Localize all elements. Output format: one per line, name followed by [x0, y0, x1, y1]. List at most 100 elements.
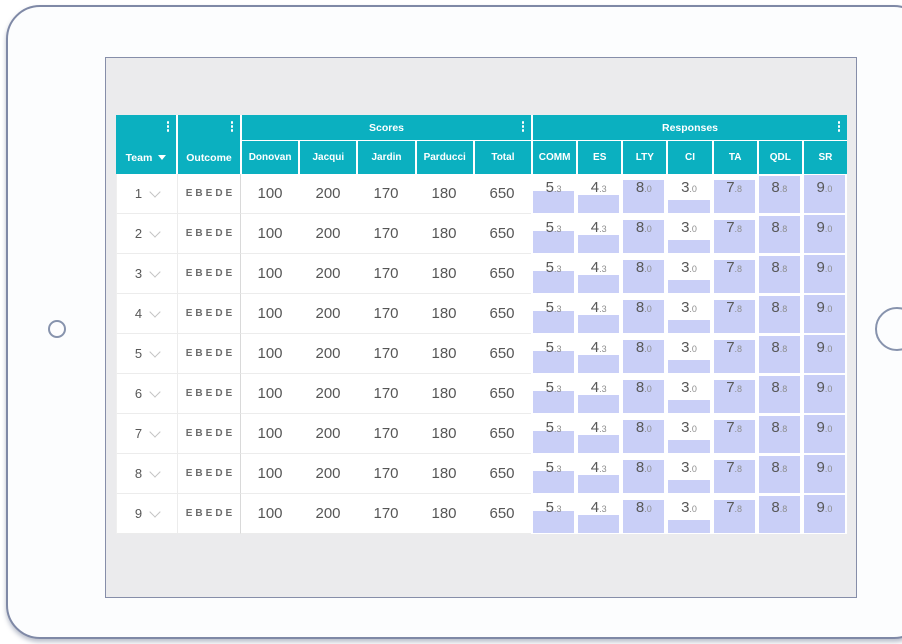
column-header-ta[interactable]: TA — [713, 141, 757, 174]
response-cell: 8.0 — [622, 254, 665, 294]
kebab-menu-icon[interactable] — [520, 119, 527, 134]
home-button[interactable] — [875, 307, 902, 351]
score-cell: 180 — [431, 225, 457, 242]
response-value: 4.3 — [590, 379, 607, 396]
responses-group-bar[interactable]: Responses — [533, 115, 847, 141]
column-header-jacqui[interactable]: Jacqui — [300, 141, 357, 174]
kebab-menu-icon[interactable] — [836, 119, 843, 134]
chevron-down-icon[interactable] — [149, 425, 161, 438]
response-bar — [623, 179, 665, 213]
response-bar — [713, 180, 755, 213]
score-cell: 650 — [489, 425, 515, 442]
response-value: 3.0 — [681, 299, 697, 316]
chevron-down-icon[interactable] — [149, 345, 161, 358]
response-cells: 5.3 4.3 8.0 3.0 7.8 8.8 9.0 — [531, 254, 847, 294]
column-header-lty[interactable]: LTY — [623, 141, 667, 174]
score-cell: 180 — [431, 185, 457, 202]
response-cells: 5.3 4.3 8.0 3.0 7.8 8.8 9.0 — [531, 454, 847, 494]
response-cell: 4.3 — [577, 494, 620, 534]
response-value: 8.8 — [771, 219, 788, 236]
response-value: 7.8 — [726, 219, 743, 236]
chevron-down-icon[interactable] — [149, 305, 161, 318]
chevron-down-icon[interactable] — [149, 385, 161, 398]
response-cell: 3.0 — [667, 214, 710, 254]
team-cell[interactable]: 5 — [116, 334, 178, 374]
score-cell: 170 — [373, 345, 399, 362]
response-cell: 8.0 — [622, 334, 665, 374]
response-bar — [803, 455, 845, 493]
response-cell: 8.0 — [622, 214, 665, 254]
score-cell: 100 — [257, 345, 283, 362]
response-bar — [623, 219, 665, 253]
chevron-down-icon[interactable] — [149, 465, 161, 478]
response-cell: 8.8 — [758, 214, 801, 254]
response-cell: 5.3 — [532, 294, 575, 334]
response-bar — [623, 259, 665, 293]
team-column-header[interactable]: Team — [116, 115, 176, 174]
column-header-qdl[interactable]: QDL — [758, 141, 802, 174]
response-bar — [668, 280, 710, 293]
column-header-sr[interactable]: SR — [803, 141, 847, 174]
kebab-menu-icon[interactable] — [165, 119, 172, 134]
scores-group-bar[interactable]: Scores — [242, 115, 531, 141]
response-value: 8.0 — [635, 219, 652, 236]
chevron-down-icon[interactable] — [149, 185, 161, 198]
column-header-ci[interactable]: CI — [668, 141, 712, 174]
responses-group-label: Responses — [661, 121, 719, 134]
column-header-jardin[interactable]: Jardin — [358, 141, 415, 174]
response-bar — [803, 255, 845, 293]
column-header-donovan[interactable]: Donovan — [242, 141, 299, 174]
response-cell: 9.0 — [803, 254, 846, 294]
team-cell[interactable]: 9 — [116, 494, 178, 534]
response-bar — [758, 376, 800, 413]
outcome-column-header[interactable]: Outcome — [178, 115, 240, 174]
response-value: 3.0 — [681, 179, 697, 196]
kebab-menu-icon[interactable] — [229, 119, 236, 134]
scores-cells: 100 200 170 180 650 — [241, 214, 531, 254]
team-cell[interactable]: 6 — [116, 374, 178, 414]
chevron-down-icon[interactable] — [149, 505, 161, 518]
column-header-comm[interactable]: COMM — [533, 141, 577, 174]
response-cell: 5.3 — [532, 494, 575, 534]
response-bar — [803, 375, 845, 413]
team-cell[interactable]: 2 — [116, 214, 178, 254]
response-value: 7.8 — [726, 459, 743, 476]
chevron-down-icon[interactable] — [149, 225, 161, 238]
response-cell: 5.3 — [532, 374, 575, 414]
response-cell: 9.0 — [803, 174, 846, 214]
response-bar — [713, 500, 755, 533]
column-header-parducci[interactable]: Parducci — [416, 141, 473, 174]
score-cell: 650 — [489, 185, 515, 202]
team-cell[interactable]: 1 — [116, 174, 178, 214]
response-value: 4.3 — [590, 299, 607, 316]
response-cell: 5.3 — [532, 254, 575, 294]
team-number: 1 — [134, 186, 143, 201]
column-header-total[interactable]: Total — [474, 141, 532, 174]
score-cell: 170 — [373, 305, 399, 322]
response-bar — [758, 416, 800, 453]
response-cell: 7.8 — [713, 414, 756, 454]
response-bar — [713, 300, 755, 333]
column-header-es[interactable]: ES — [578, 141, 622, 174]
chevron-down-icon[interactable] — [149, 265, 161, 278]
response-bar — [533, 430, 575, 453]
response-bar — [533, 390, 575, 413]
response-value: 8.0 — [635, 499, 652, 516]
response-value: 3.0 — [681, 459, 697, 476]
response-cell: 8.8 — [758, 414, 801, 454]
response-cell: 5.3 — [532, 334, 575, 374]
response-cell: 8.0 — [622, 454, 665, 494]
response-cell: 5.3 — [532, 414, 575, 454]
team-cell[interactable]: 3 — [116, 254, 178, 294]
scores-cells: 100 200 170 180 650 — [241, 414, 531, 454]
response-value: 8.0 — [635, 419, 652, 436]
sort-descending-icon[interactable] — [158, 155, 167, 160]
score-cell: 200 — [315, 345, 341, 362]
team-number: 6 — [134, 386, 143, 401]
response-value: 5.3 — [545, 419, 562, 436]
team-cell[interactable]: 8 — [116, 454, 178, 494]
response-value: 9.0 — [816, 299, 833, 316]
score-cell: 170 — [373, 185, 399, 202]
team-cell[interactable]: 7 — [116, 414, 178, 454]
team-cell[interactable]: 4 — [116, 294, 178, 334]
